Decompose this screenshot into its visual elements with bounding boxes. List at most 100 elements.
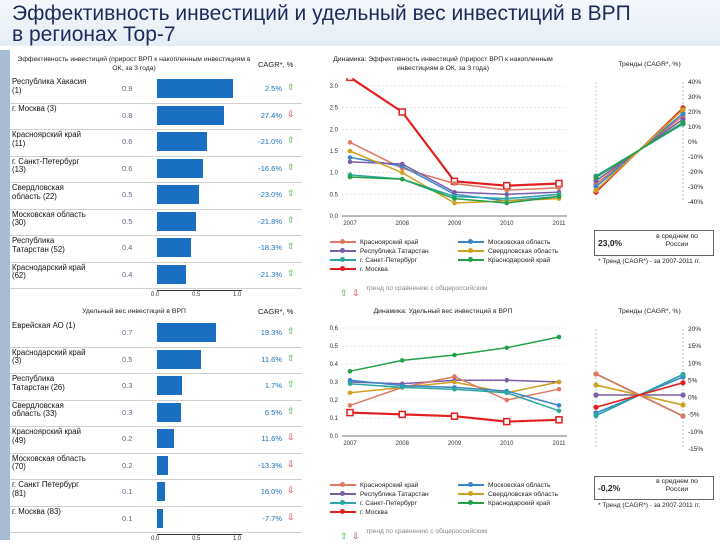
trend-tick-label: -15% xyxy=(688,446,703,453)
row-value: 0.9 xyxy=(122,84,133,93)
bar-axis-tick: 0.0 xyxy=(151,292,160,298)
trend-up-icon: ⇧ xyxy=(287,135,295,145)
row-value: 0.1 xyxy=(122,487,133,496)
page-title-line1: Эффективность инвестиций и удельный вес … xyxy=(12,2,631,25)
row-separator xyxy=(10,452,302,454)
row-separator xyxy=(10,373,302,374)
legend-label: Московская область xyxy=(488,482,551,489)
row-value: 0.3 xyxy=(122,407,133,417)
row-cagr: 19.3% xyxy=(260,328,282,337)
page-title-banner: Эффективность инвестиций и удельный вес … xyxy=(0,0,720,46)
x-tick-label: 2008 xyxy=(396,221,410,227)
data-point xyxy=(346,78,354,82)
trend-point xyxy=(593,184,599,190)
y-tick-label: 2.5 xyxy=(330,106,339,112)
legend-item: Красноярский край xyxy=(330,239,418,246)
data-point xyxy=(399,385,405,390)
trend-tick-label: 15% xyxy=(688,343,701,350)
row-label: Свердловская область (22) xyxy=(12,183,64,201)
legend-item: Красноярский край xyxy=(330,482,418,489)
trend-point xyxy=(680,380,686,386)
row-value: 0.7 xyxy=(122,328,133,337)
legend-label: Московская область xyxy=(488,239,551,246)
trend-tick-label: -20% xyxy=(688,169,703,176)
row-cagr: -18.3% xyxy=(258,243,282,252)
row-label: Московская область (70) xyxy=(12,453,86,472)
row-separator xyxy=(10,505,302,507)
row-value: 0.2 xyxy=(122,460,133,470)
legend-swatch xyxy=(330,500,356,506)
data-point xyxy=(347,390,353,396)
row-cagr: 6.5% xyxy=(264,407,282,417)
trend-point xyxy=(680,402,686,408)
bar xyxy=(157,376,183,395)
data-point xyxy=(347,368,353,374)
data-point xyxy=(556,185,562,191)
bar-axis-tick: 0.5 xyxy=(192,292,201,298)
data-point xyxy=(346,408,354,417)
data-point xyxy=(556,194,562,199)
data-point xyxy=(556,379,562,385)
legend-item: г. Санкт-Петербург xyxy=(330,257,417,264)
data-point xyxy=(347,148,353,154)
trend-tick-label: 40% xyxy=(688,79,701,86)
y-tick-label: 0.0 xyxy=(330,434,339,440)
data-point xyxy=(452,386,457,392)
trend-point xyxy=(680,107,686,113)
row-separator xyxy=(10,102,302,104)
bar xyxy=(157,429,174,448)
trend-point xyxy=(593,413,599,419)
row-label: Республика Татарстан (26) xyxy=(12,374,65,392)
row-separator xyxy=(10,155,302,157)
x-tick-label: 2009 xyxy=(448,441,462,447)
row-separator xyxy=(10,208,302,210)
x-tick-label: 2011 xyxy=(553,441,567,447)
row-separator xyxy=(10,399,302,401)
left-decor-strip xyxy=(0,50,10,540)
bottom-legend-note: тренд по сравнению с общероссийским xyxy=(366,528,488,535)
row-separator xyxy=(10,426,302,427)
legend-swatch xyxy=(458,500,484,506)
legend-label: Республика Татарстан xyxy=(360,248,429,255)
legend-item: Свердловская область xyxy=(458,491,558,498)
legend-item: Республика Татарстан xyxy=(330,248,429,255)
top-legend-note: тренд по сравнению с общероссийским xyxy=(366,285,488,292)
row-value: 0.5 xyxy=(122,216,133,226)
row-cagr: 27.4% xyxy=(260,110,282,120)
x-tick-label: 2007 xyxy=(343,221,357,227)
data-point xyxy=(504,196,510,201)
legend-swatch xyxy=(330,482,356,488)
legend-swatch xyxy=(458,239,484,245)
legend-item: Московская область xyxy=(458,482,550,489)
legend-item: г. Москва xyxy=(330,509,388,516)
data-point xyxy=(347,140,353,145)
bar xyxy=(157,264,187,284)
data-point xyxy=(398,108,406,116)
trend-point xyxy=(593,404,599,410)
row-cagr: -7.7% xyxy=(262,513,282,523)
data-point xyxy=(399,176,405,182)
trend-tick-label: -40% xyxy=(688,199,703,206)
row-cagr: 2.5% xyxy=(264,84,282,93)
data-point xyxy=(399,170,405,175)
trend-up-icon: ⇧ xyxy=(287,405,295,416)
legend-item: Республика Татарстан xyxy=(330,491,429,498)
legend-label: Краснодарский край xyxy=(488,257,551,264)
row-cagr: -13.3% xyxy=(258,460,282,470)
y-tick-label: 0.4 xyxy=(330,362,339,368)
row-label: г. Санкт Петербург (81) xyxy=(12,480,79,498)
bottom-avg-box xyxy=(594,476,714,500)
top-avg-text: в среднем по России xyxy=(656,233,698,249)
bar-axis-tick: 1.0 xyxy=(233,536,242,542)
bar xyxy=(157,349,201,369)
row-cagr: -23.0% xyxy=(258,190,282,199)
legend-swatch xyxy=(458,257,484,263)
row-value: 0.5 xyxy=(122,354,133,364)
bar xyxy=(157,238,191,257)
top-bar-header: Эффективность инвестиций (прирост ВРП к … xyxy=(17,56,251,73)
trend-up-icon: ⇧ xyxy=(287,241,295,251)
row-cagr: 11.6% xyxy=(261,354,282,364)
x-tick-label: 2010 xyxy=(500,441,514,447)
data-point xyxy=(504,192,510,197)
x-tick-label: 2007 xyxy=(343,441,357,447)
